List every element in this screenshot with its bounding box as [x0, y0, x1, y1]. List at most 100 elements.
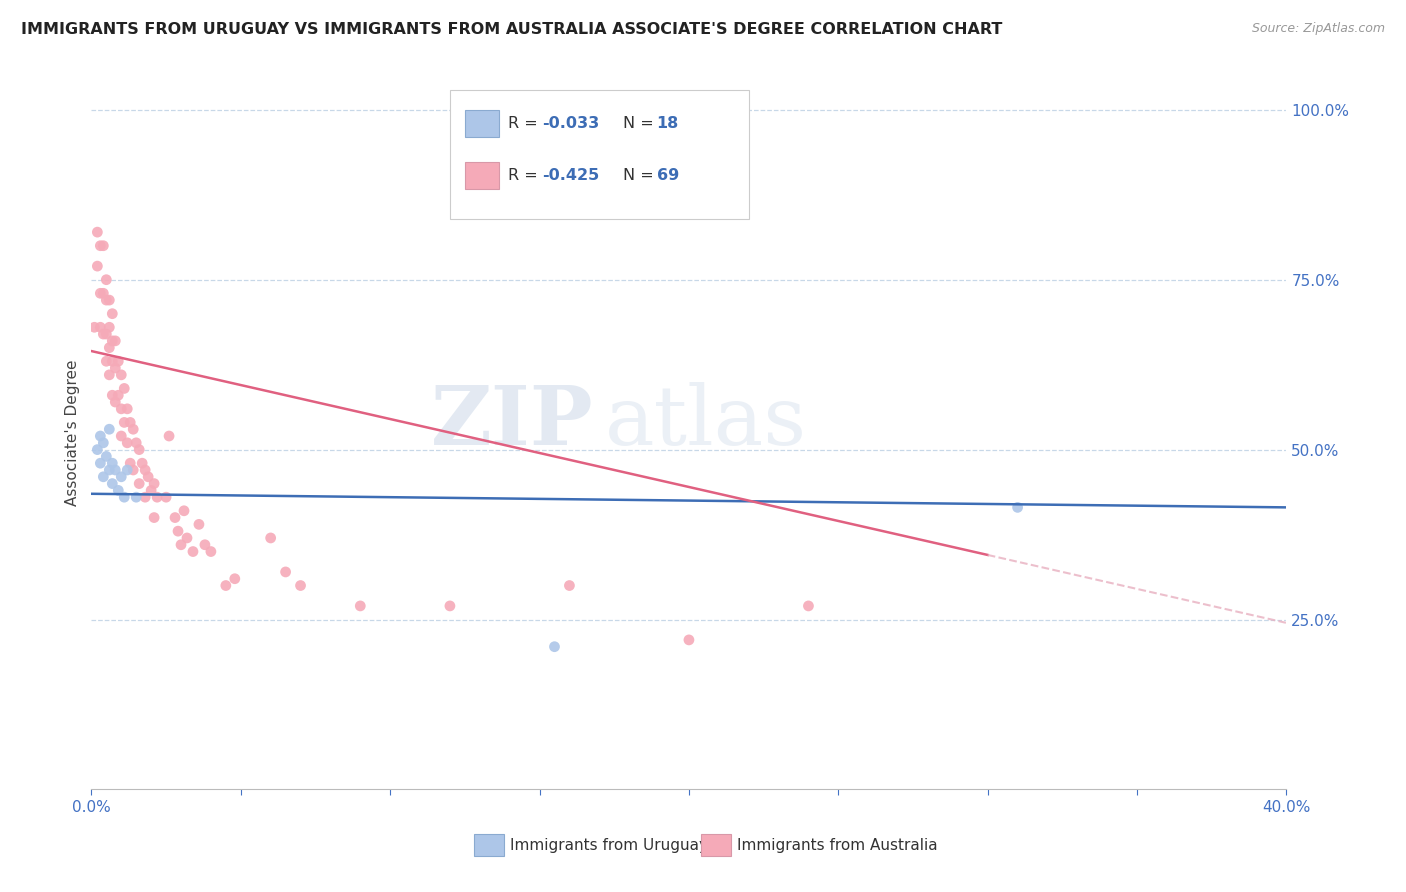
Point: [259, 531, 281, 545]
Text: IMMIGRANTS FROM URUGUAY VS IMMIGRANTS FROM AUSTRALIA ASSOCIATE'S DEGREE CORRELAT: IMMIGRANTS FROM URUGUAY VS IMMIGRANTS FR…: [21, 22, 1002, 37]
Point: [558, 578, 581, 592]
Point: [98, 463, 121, 477]
Point: [173, 504, 195, 518]
Point: [93, 286, 115, 301]
Point: [86, 259, 108, 273]
Point: [96, 273, 118, 287]
Point: [98, 320, 121, 334]
Point: [89, 456, 111, 470]
Point: [89, 320, 111, 334]
Point: [134, 490, 156, 504]
Point: [188, 517, 211, 532]
Y-axis label: Associate's Degree: Associate's Degree: [65, 359, 80, 506]
Point: [93, 435, 115, 450]
Point: [155, 490, 177, 504]
Point: [83, 320, 105, 334]
Point: [134, 463, 156, 477]
Point: [96, 293, 118, 307]
Text: -0.425: -0.425: [541, 169, 599, 183]
Text: N =: N =: [623, 169, 659, 183]
Text: -0.033: -0.033: [541, 116, 599, 131]
Point: [101, 307, 124, 321]
Point: [86, 225, 108, 239]
Point: [93, 327, 115, 342]
Point: [110, 368, 132, 382]
Point: [141, 483, 163, 498]
Point: [290, 578, 312, 592]
Point: [143, 510, 166, 524]
Text: R =: R =: [509, 116, 543, 131]
Point: [104, 361, 127, 376]
Point: [128, 476, 150, 491]
Point: [96, 450, 118, 464]
Point: [110, 470, 132, 484]
Text: R =: R =: [509, 169, 543, 183]
Text: 69: 69: [657, 169, 679, 183]
FancyBboxPatch shape: [450, 90, 748, 219]
Point: [170, 538, 193, 552]
Point: [96, 354, 118, 368]
Point: [98, 422, 121, 436]
Point: [163, 510, 186, 524]
Text: ZIP: ZIP: [430, 382, 593, 462]
Text: Immigrants from Uruguay: Immigrants from Uruguay: [509, 838, 707, 853]
Point: [176, 531, 198, 545]
Point: [125, 490, 148, 504]
Point: [136, 470, 159, 484]
Point: [101, 334, 124, 348]
Text: N =: N =: [623, 116, 659, 131]
Point: [215, 578, 238, 592]
Point: [98, 341, 121, 355]
Point: [86, 442, 108, 457]
Point: [107, 354, 129, 368]
Point: [93, 470, 115, 484]
Point: [98, 368, 121, 382]
Point: [104, 334, 127, 348]
Point: [143, 476, 166, 491]
Point: [125, 435, 148, 450]
Point: [115, 463, 138, 477]
Point: [112, 416, 135, 430]
Point: [101, 456, 124, 470]
Text: atlas: atlas: [605, 382, 807, 462]
FancyBboxPatch shape: [465, 110, 499, 137]
Point: [101, 388, 124, 402]
Point: [96, 327, 118, 342]
Point: [89, 238, 111, 252]
Point: [98, 293, 121, 307]
Point: [200, 544, 222, 558]
Point: [274, 565, 297, 579]
Point: [224, 572, 246, 586]
Point: [115, 435, 138, 450]
Point: [107, 388, 129, 402]
Point: [181, 544, 204, 558]
Point: [131, 456, 153, 470]
Point: [110, 401, 132, 416]
Point: [122, 463, 145, 477]
Point: [128, 442, 150, 457]
FancyBboxPatch shape: [474, 834, 503, 855]
Point: [120, 416, 142, 430]
Text: Source: ZipAtlas.com: Source: ZipAtlas.com: [1251, 22, 1385, 36]
Point: [89, 429, 111, 443]
Point: [797, 599, 820, 613]
Point: [439, 599, 461, 613]
Point: [122, 422, 145, 436]
Point: [167, 524, 190, 538]
Point: [1007, 500, 1029, 515]
Point: [110, 429, 132, 443]
Text: Immigrants from Australia: Immigrants from Australia: [737, 838, 938, 853]
Point: [120, 456, 142, 470]
Point: [146, 490, 169, 504]
Point: [115, 401, 138, 416]
Point: [678, 632, 700, 647]
Point: [543, 640, 565, 654]
FancyBboxPatch shape: [465, 162, 499, 189]
Point: [93, 238, 115, 252]
Point: [112, 490, 135, 504]
Point: [194, 538, 217, 552]
Point: [107, 483, 129, 498]
Point: [112, 381, 135, 395]
Text: 18: 18: [657, 116, 679, 131]
Point: [157, 429, 180, 443]
